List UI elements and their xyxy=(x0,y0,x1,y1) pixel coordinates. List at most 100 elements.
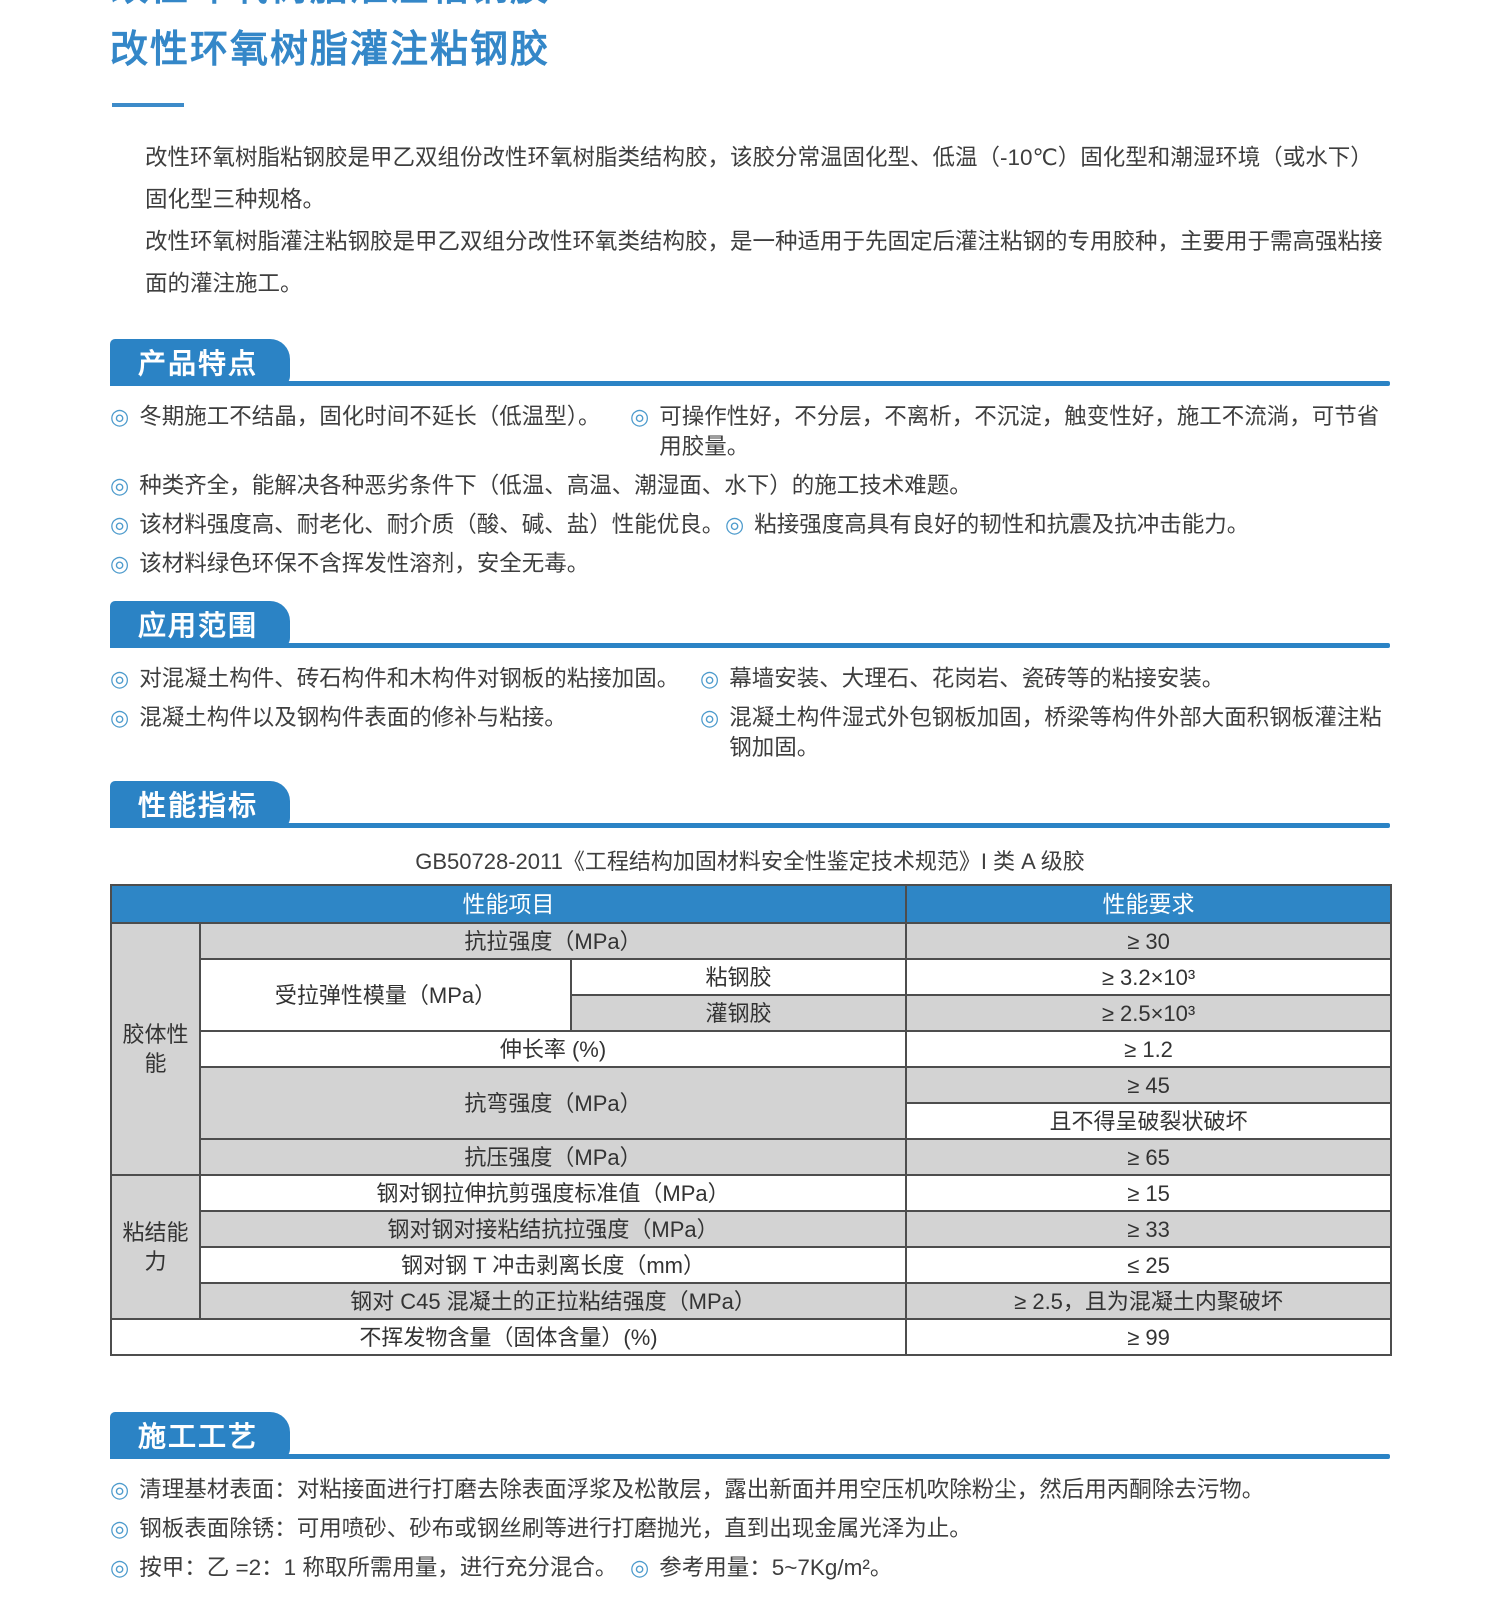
bullet-item: ◎ 混凝土构件湿式外包钢板加固，桥梁等构件外部大面积钢板灌注粘钢加固。 xyxy=(700,703,1390,763)
bullet-icon: ◎ xyxy=(110,512,130,537)
section-badge-process: 施工工艺 xyxy=(110,1412,290,1459)
table-cell-label: 钢对钢 T 冲击剥离长度（mm） xyxy=(198,1246,908,1284)
bullet-row: ◎ 混凝土构件以及钢构件表面的修补与粘接。 ◎ 混凝土构件湿式外包钢板加固，桥梁… xyxy=(110,703,1390,763)
bullet-text: 钢板表面除锈：可用喷砂、砂布或钢丝刷等进行打磨抛光，直到出现金属光泽为止。 xyxy=(139,1516,972,1541)
section-badge-applications: 应用范围 xyxy=(110,601,290,648)
table-cell-value: ≥ 15 xyxy=(905,1174,1393,1212)
table-row: 粘结能力 钢对钢拉伸抗剪强度标准值（MPa） ≥ 15 xyxy=(110,1174,1393,1320)
bullet-text: 粘接强度高具有良好的韧性和抗震及抗冲击能力。 xyxy=(754,512,1250,537)
bullet-icon: ◎ xyxy=(110,666,130,691)
bullet-text: 幕墙安装、大理石、花岗岩、瓷砖等的粘接安装。 xyxy=(729,666,1225,691)
bullet-text: 参考用量：5~7Kg/m²。 xyxy=(659,1555,893,1580)
bullet-icon: ◎ xyxy=(630,1555,650,1580)
clipped-title-text: 改性环氧树脂灌注粘钢胶 xyxy=(110,0,1503,7)
clipped-previous-line: 改性环氧树脂灌注粘钢胶 xyxy=(110,0,1503,8)
bullet-item: ◎ 粘接强度高具有良好的韧性和抗震及抗冲击能力。 xyxy=(725,510,1249,540)
table-cell-value: ≥ 3.2×10³ xyxy=(905,958,1393,996)
table-row: 不挥发物含量（固体含量）(%) ≥ 99 xyxy=(109,1318,1393,1356)
table-row: 抗压强度（MPa） ≥ 65 xyxy=(111,1138,1393,1176)
applications-bullet-list: ◎ 对混凝土构件、砖石构件和木构件对钢板的粘接加固。 ◎ 幕墙安装、大理石、花岗… xyxy=(110,664,1390,763)
table-cell-sublabel: 灌钢胶 xyxy=(569,994,908,1032)
intro-paragraph-1: 改性环氧树脂粘钢胶是甲乙双组份改性环氧树脂类结构胶，该胶分常温固化型、低温（-1… xyxy=(145,145,1373,212)
section-badge-features: 产品特点 xyxy=(110,339,290,386)
section-rule xyxy=(110,381,1390,386)
bullet-text: 种类齐全，能解决各种恶劣条件下（低温、高温、潮湿面、水下）的施工技术难题。 xyxy=(139,473,972,498)
bullet-text: 对混凝土构件、砖石构件和木构件对钢板的粘接加固。 xyxy=(139,666,680,691)
features-bullet-list: ◎ 冬期施工不结晶，固化时间不延长（低温型）。 ◎ 可操作性好，不分层，不离析，… xyxy=(110,402,1390,579)
bullet-row: ◎ 该材料绿色环保不含挥发性溶剂，安全无毒。 xyxy=(110,549,1390,579)
bullet-text: 清理基材表面：对粘接面进行打磨去除表面浮浆及松散层，露出新面并用空压机吹除粉尘，… xyxy=(139,1477,1265,1502)
section-rule xyxy=(110,1454,1390,1459)
table-row: 胶体性能 抗拉强度（MPa） ≥ 30 xyxy=(110,922,1393,1176)
process-bullet-list: ◎ 清理基材表面：对粘接面进行打磨去除表面浮浆及松散层，露出新面并用空压机吹除粉… xyxy=(110,1475,1390,1583)
bullet-row: ◎ 该材料强度高、耐老化、耐介质（酸、碱、盐）性能优良。 ◎ 粘接强度高具有良好… xyxy=(110,510,1390,540)
bullet-icon: ◎ xyxy=(725,512,745,537)
table-row: 伸长率 (%) ≥ 1.2 xyxy=(111,1030,1393,1068)
bullet-text: 混凝土构件湿式外包钢板加固，桥梁等构件外部大面积钢板灌注粘钢加固。 xyxy=(729,705,1382,760)
bullet-item: ◎ 按甲：乙 =2：1 称取所需用量，进行充分混合。 xyxy=(110,1553,630,1583)
intro-paragraph-2: 改性环氧树脂灌注粘钢胶是甲乙双组分改性环氧类结构胶，是一种适用于先固定后灌注粘钢… xyxy=(145,229,1383,296)
bullet-icon: ◎ xyxy=(700,666,720,691)
bullet-item: ◎ 种类齐全，能解决各种恶劣条件下（低温、高温、潮湿面、水下）的施工技术难题。 xyxy=(110,471,972,501)
table-cell-label: 伸长率 (%) xyxy=(198,1030,908,1068)
bullet-icon: ◎ xyxy=(110,473,130,498)
table-row: 且不得呈破裂状破坏 xyxy=(111,1102,1393,1140)
table-cell-value: ≥ 99 xyxy=(905,1318,1393,1356)
title-underline xyxy=(112,103,184,107)
bullet-icon: ◎ xyxy=(700,705,720,730)
table-cell-value: ≥ 1.2 xyxy=(905,1030,1393,1068)
section-header-applications: 应用范围 xyxy=(110,601,1390,648)
bullet-icon: ◎ xyxy=(110,705,130,730)
table-header-requirement: 性能要求 xyxy=(905,884,1393,924)
bullet-item: ◎ 冬期施工不结晶，固化时间不延长（低温型）。 xyxy=(110,402,630,432)
table-row: 钢对钢 T 冲击剥离长度（mm） ≤ 25 xyxy=(111,1246,1393,1284)
table-header-item: 性能项目 xyxy=(109,884,908,924)
section-header-performance: 性能指标 xyxy=(110,781,1390,828)
bullet-text: 可操作性好，不分层，不离析，不沉淀，触变性好，施工不流淌，可节省用胶量。 xyxy=(659,404,1380,459)
table-group-bond-capability: 粘结能力 xyxy=(110,1174,201,1320)
bullet-item: ◎ 清理基材表面：对粘接面进行打磨去除表面浮浆及松散层，露出新面并用空压机吹除粉… xyxy=(110,1475,1264,1505)
section-rule xyxy=(110,643,1390,648)
bullet-icon: ◎ xyxy=(110,551,130,576)
bullet-text: 按甲：乙 =2：1 称取所需用量，进行充分混合。 xyxy=(139,1555,618,1580)
bullet-row: ◎ 按甲：乙 =2：1 称取所需用量，进行充分混合。 ◎ 参考用量：5~7Kg/… xyxy=(110,1553,1390,1583)
section-header-process: 施工工艺 xyxy=(110,1412,1390,1459)
table-cell-value: ≥ 45 xyxy=(905,1066,1393,1104)
table-row: 受拉弹性模量（MPa） 粘钢胶 ≥ 3.2×10³ xyxy=(111,958,1393,1032)
bullet-icon: ◎ xyxy=(110,1555,130,1580)
table-cell-label: 钢对 C45 混凝土的正拉粘结强度（MPa） xyxy=(198,1282,908,1320)
bullet-row: ◎ 钢板表面除锈：可用喷砂、砂布或钢丝刷等进行打磨抛光，直到出现金属光泽为止。 xyxy=(110,1514,1390,1544)
bullet-icon: ◎ xyxy=(110,1477,130,1502)
table-cell-value: ≥ 65 xyxy=(905,1138,1393,1176)
performance-table: 性能项目 性能要求 胶体性能 抗拉强度（MPa） ≥ 30 受拉弹性模量（MPa… xyxy=(109,884,1393,1356)
table-cell-label: 钢对钢对接粘结抗拉强度（MPa） xyxy=(198,1210,908,1248)
bullet-text: 冬期施工不结晶，固化时间不延长（低温型）。 xyxy=(139,404,601,429)
table-cell-value: ≥ 30 xyxy=(905,922,1393,960)
table-cell-value: ≥ 33 xyxy=(905,1210,1393,1248)
table-cell-label: 抗压强度（MPa） xyxy=(198,1138,908,1176)
bullet-item: ◎ 钢板表面除锈：可用喷砂、砂布或钢丝刷等进行打磨抛光，直到出现金属光泽为止。 xyxy=(110,1514,972,1544)
intro-paragraphs: 改性环氧树脂粘钢胶是甲乙双组份改性环氧树脂类结构胶，该胶分常温固化型、低温（-1… xyxy=(145,137,1393,305)
bullet-row: ◎ 种类齐全，能解决各种恶劣条件下（低温、高温、潮湿面、水下）的施工技术难题。 xyxy=(110,471,1390,501)
table-cell-label: 受拉弹性模量（MPa） xyxy=(199,958,572,1032)
bullet-item: ◎ 幕墙安装、大理石、花岗岩、瓷砖等的粘接安装。 xyxy=(700,664,1224,694)
bullet-item: ◎ 参考用量：5~7Kg/m²。 xyxy=(630,1553,892,1583)
table-cell-sublabel: 粘钢胶 xyxy=(569,958,908,996)
table-group-body-performance: 胶体性能 xyxy=(110,922,201,1176)
bullet-row: ◎ 清理基材表面：对粘接面进行打磨去除表面浮浆及松散层，露出新面并用空压机吹除粉… xyxy=(110,1475,1390,1505)
table-cell-label: 抗弯强度（MPa） xyxy=(198,1066,908,1140)
section-header-features: 产品特点 xyxy=(110,339,1390,386)
bullet-icon: ◎ xyxy=(110,404,130,429)
table-cell-value: ≤ 25 xyxy=(905,1246,1393,1284)
bullet-item: ◎ 该材料强度高、耐老化、耐介质（酸、碱、盐）性能优良。 xyxy=(110,510,725,540)
table-row: 抗弯强度（MPa） ≥ 45 xyxy=(111,1066,1393,1140)
bullet-row: ◎ 对混凝土构件、砖石构件和木构件对钢板的粘接加固。 ◎ 幕墙安装、大理石、花岗… xyxy=(110,664,1390,694)
table-header-row: 性能项目 性能要求 xyxy=(109,884,1393,924)
table-cell-label: 钢对钢拉伸抗剪强度标准值（MPa） xyxy=(198,1174,908,1212)
table-cell-label: 抗拉强度（MPa） xyxy=(198,922,908,960)
bullet-icon: ◎ xyxy=(630,404,650,429)
bullet-text: 混凝土构件以及钢构件表面的修补与粘接。 xyxy=(139,705,567,730)
bullet-item: ◎ 混凝土构件以及钢构件表面的修补与粘接。 xyxy=(110,703,700,733)
table-row: 灌钢胶 ≥ 2.5×10³ xyxy=(111,994,1393,1032)
table-cell-value: 且不得呈破裂状破坏 xyxy=(905,1102,1393,1140)
